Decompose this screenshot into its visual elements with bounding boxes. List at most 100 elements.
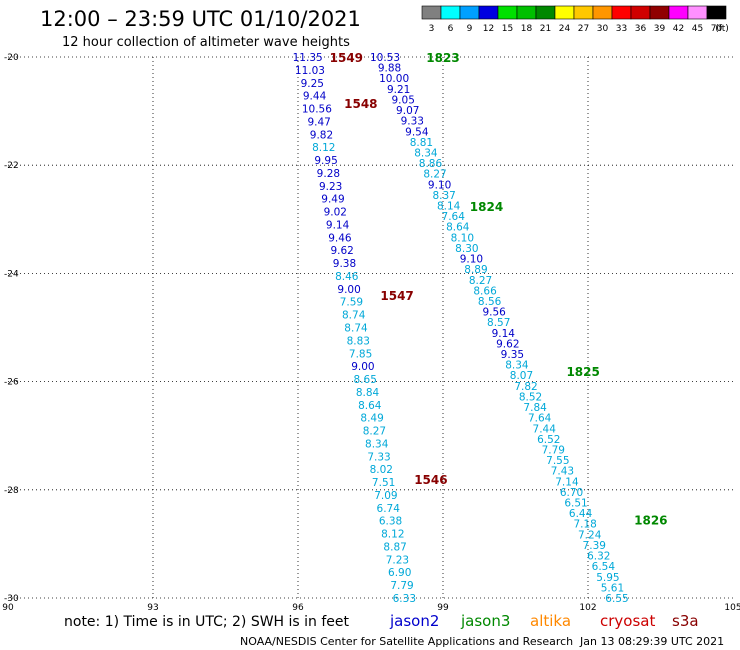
wave-height-value: 8.34: [365, 438, 389, 450]
wave-height-value: 6.51: [564, 498, 587, 510]
wave-height-value: 8.74: [344, 323, 368, 335]
wave-height-value: 9.10: [460, 254, 483, 266]
wave-height-value: 9.14: [326, 219, 350, 231]
wave-height-value: 9.23: [319, 181, 342, 193]
wave-height-value: 9.21: [387, 84, 410, 96]
wave-height-value: 8.57: [487, 317, 510, 329]
y-tick-label: -20: [4, 53, 19, 63]
wave-height-value: 8.12: [381, 529, 404, 541]
wave-height-value: 7.59: [340, 297, 363, 309]
wave-height-value: 9.46: [328, 232, 352, 244]
wave-height-value: 8.52: [519, 391, 542, 403]
wave-height-value: 9.05: [392, 94, 415, 106]
wave-height-value: 8.12: [312, 142, 335, 154]
wave-height-value: 6.38: [379, 516, 402, 528]
pass-number-label: 1826: [634, 514, 667, 528]
wave-height-value: 11.03: [295, 65, 325, 77]
colorbar-swatch: [687, 5, 708, 20]
wave-height-value: 9.10: [428, 179, 451, 191]
satellite-legend: jason2 jason3 altika cryosat s3a: [389, 612, 699, 630]
colorbar-swatch: [649, 5, 670, 20]
wave-height-value: 7.55: [546, 455, 569, 467]
wave-height-value: 7.14: [555, 476, 579, 488]
wave-height-value: 8.64: [358, 400, 382, 412]
track-pass-label: 1823: [426, 51, 459, 65]
pass-number-label: 1546: [414, 473, 447, 487]
colorbar-tick-label: 24: [559, 24, 571, 34]
colorbar-tick-label: 45: [692, 24, 703, 34]
footer-note: note: 1) Time is in UTC; 2) SWH is in fe…: [64, 614, 350, 630]
wave-height-value: 8.65: [354, 374, 377, 386]
wave-height-value: 8.66: [473, 285, 497, 297]
footer-credit: NOAA/NESDIS Center for Satellite Applica…: [240, 635, 573, 648]
colorbar-tick-label: 33: [616, 24, 627, 34]
wave-height-value: 7.44: [533, 423, 557, 435]
wave-height-value: 9.56: [482, 307, 506, 319]
wave-height-value: 9.35: [501, 349, 524, 361]
wave-height-value: 9.14: [492, 328, 516, 340]
colorbar-swatch: [668, 5, 689, 20]
colorbar-swatch: [630, 5, 651, 20]
y-tick-label: -30: [4, 594, 19, 604]
wave-height-value: 9.49: [321, 194, 344, 206]
wave-height-value: 9.88: [378, 63, 401, 75]
colorbar-tick-label: 12: [483, 24, 494, 34]
pass-number-label: 1547: [380, 289, 413, 303]
colorbar-tick-label: 21: [540, 24, 551, 34]
satellite-legend-jason3: jason3: [460, 612, 510, 630]
colorbar-tick-label: 39: [654, 24, 666, 34]
colorbar-swatch: [592, 5, 613, 20]
colorbar-swatch: [421, 5, 442, 20]
wave-height-value: 6.55: [605, 593, 628, 605]
wave-height-value: 8.07: [510, 370, 533, 382]
wave-height-value: 9.62: [330, 245, 353, 257]
wave-height-value: 7.79: [542, 444, 565, 456]
wave-height-value: 7.64: [442, 211, 466, 223]
colorbar-tick-label: 42: [673, 24, 684, 34]
wave-height-value: 7.23: [386, 554, 409, 566]
wave-height-value: 8.30: [455, 243, 478, 255]
colorbar-tick-label: 9: [467, 24, 473, 34]
wave-height-value: 8.34: [505, 360, 529, 372]
wave-height-value: 8.89: [464, 264, 487, 276]
colorbar-tick-label: 6: [448, 24, 454, 34]
pass-number-label: 1548: [344, 97, 377, 111]
wave-height-value: 9.28: [317, 168, 340, 180]
y-tick-label: -24: [4, 269, 19, 279]
wave-height-value: 8.74: [342, 310, 366, 322]
wave-height-value: 11.35: [293, 52, 323, 64]
chart-title: 12:00 – 23:59 UTC 01/10/2021: [40, 7, 361, 31]
colorbar-swatch: [497, 5, 518, 20]
y-tick-label: -26: [4, 378, 19, 388]
wave-height-value: 6.52: [537, 434, 560, 446]
y-tick-label: -22: [4, 161, 19, 171]
wave-height-value: 9.33: [401, 116, 424, 128]
wave-height-value: 7.33: [367, 451, 390, 463]
wave-height-value: 6.74: [377, 503, 401, 515]
satellite-legend-s3a: s3a: [672, 612, 699, 630]
wave-height-value: 8.46: [335, 271, 359, 283]
wave-height-value: 7.39: [583, 540, 606, 552]
wave-height-value: 6.54: [592, 561, 616, 573]
wave-height-value: 7.82: [514, 381, 537, 393]
y-tick-label: -28: [4, 486, 19, 496]
wave-height-value: 9.47: [307, 116, 330, 128]
wave-height-value: 8.02: [370, 464, 393, 476]
x-tick-label: 90: [2, 603, 14, 613]
wave-height-value: 7.85: [349, 348, 372, 360]
colorbar-swatch: [573, 5, 594, 20]
wave-height-value: 6.70: [560, 487, 583, 499]
wave-height-value: 7.51: [372, 477, 395, 489]
wave-height-value: 8.64: [446, 222, 470, 234]
colorbar-tick-label: 36: [635, 24, 647, 34]
footer-timestamp: Jan 13 08:29:39 UTC 2021: [579, 635, 724, 648]
colorbar-legend: 3 6 9 12 15 18 21 24 27 30 33 36 39 42 45 70(ft): [421, 5, 729, 34]
pass-number-label: 1824: [470, 200, 503, 214]
x-tick-label: 99: [437, 603, 449, 613]
wave-height-value: 7.64: [528, 413, 552, 425]
colorbar-unit: (ft): [715, 24, 729, 34]
wave-height-value: 7.09: [374, 490, 397, 502]
wave-height-value: 8.27: [363, 426, 386, 438]
wave-height-value: 9.95: [314, 155, 337, 167]
wave-height-value: 9.82: [310, 129, 333, 141]
